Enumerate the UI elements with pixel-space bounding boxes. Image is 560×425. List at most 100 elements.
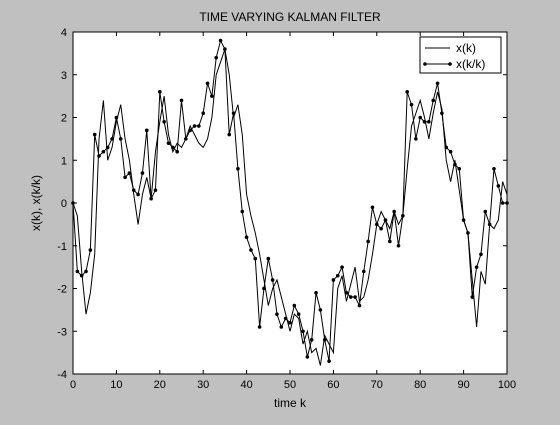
series-point-1 [227,132,232,137]
series-point-1 [327,359,331,363]
series-point-1 [340,265,344,269]
series-point-1 [101,149,106,154]
series-point-1 [92,132,97,137]
series-point-1 [492,167,496,171]
series-point-1 [505,201,509,205]
x-tick-label: 70 [371,379,383,391]
series-point-1 [457,167,462,171]
series-point-1 [474,265,479,269]
series-point-1 [136,192,140,197]
series-point-1 [292,303,297,308]
series-point-1 [223,47,227,51]
series-point-1 [97,154,101,158]
series-point-1 [379,226,383,231]
series-point-1 [140,171,145,175]
series-point-1 [184,137,188,141]
series-layer [71,38,509,366]
series-point-1 [487,222,492,227]
series-point-1 [309,338,314,342]
series-point-1 [192,124,197,128]
series-point-1 [166,141,171,145]
series-line-0 [72,48,508,366]
series-point-1 [496,184,501,188]
x-tick-label: 60 [327,379,339,391]
series-point-1 [305,355,310,359]
series-point-1 [361,269,366,274]
series-point-1 [110,137,114,141]
series-point-1 [71,201,75,205]
series-point-1 [422,119,427,124]
series-point-1 [375,222,379,227]
series-point-1 [348,295,353,299]
series-point-1 [236,167,240,171]
series-point-1 [414,137,418,141]
series-point-1 [283,316,288,321]
chart-title: TIME VARYING KALMAN FILTER [199,10,381,24]
series-point-1 [123,175,127,180]
series-point-1 [392,209,396,214]
legend-marker-xkk-start [423,62,427,66]
x-tick-label: 80 [414,379,426,391]
series-point-1 [175,149,179,154]
series-point-1 [466,231,470,235]
series-point-1 [127,171,132,175]
x-tick-label: 100 [498,379,516,391]
x-tick-label: 10 [110,379,122,391]
series-point-1 [188,128,192,133]
series-point-1 [483,209,488,214]
series-point-1 [275,312,279,316]
series-point-1 [257,325,262,329]
series-point-1 [201,111,205,116]
x-tick-label: 40 [240,379,252,391]
series-point-1 [179,98,184,103]
y-tick-label: 0 [61,198,67,210]
series-point-1 [149,196,153,201]
series-point-1 [171,145,175,150]
series-point-1 [448,149,453,154]
series-point-1 [479,252,483,257]
y-tick-label: 4 [61,27,67,39]
series-point-1 [218,38,223,43]
series-point-1 [158,90,162,94]
series-point-1 [418,115,423,120]
x-tick-label: 30 [197,379,209,391]
y-tick-label: -4 [57,369,67,381]
legend: x(k) x(k/k) [419,36,502,74]
y-tick-label: 3 [61,70,67,82]
series-point-1 [383,218,388,222]
series-point-1 [396,243,401,248]
series-point-1 [153,188,158,192]
series-point-1 [357,303,362,308]
y-tick-label: 2 [61,113,67,125]
y-tick-label: -1 [57,241,67,253]
series-point-1 [401,214,405,218]
series-point-1 [279,325,284,329]
series-point-1 [431,98,436,103]
series-point-1 [253,256,258,261]
series-point-1 [470,295,475,299]
axis-ticks: 0 10 20 30 40 50 60 70 80 90 100 -4 -3 -2 -1 0 1 2 3 4 [57,27,516,391]
series-point-1 [435,81,440,86]
series-point-1 [244,235,249,239]
series-point-1 [314,290,318,295]
series-point-1 [240,209,245,214]
series-point-1 [366,239,370,244]
series-point-1 [296,312,301,316]
series-point-1 [84,269,88,274]
series-point-1 [444,145,449,150]
y-tick-label: 1 [61,155,67,167]
series-point-1 [288,320,292,325]
series-point-1 [322,338,327,342]
series-point-1 [75,269,80,274]
series-point-1 [500,201,505,205]
series-point-1 [162,119,166,124]
series-point-1 [335,273,340,278]
y-tick-label: -3 [57,326,67,338]
series-point-1 [266,256,271,261]
series-point-1 [270,278,275,282]
x-tick-label: 50 [284,379,296,391]
series-point-1 [331,278,336,282]
series-point-1 [461,218,466,222]
series-point-1 [210,94,214,98]
